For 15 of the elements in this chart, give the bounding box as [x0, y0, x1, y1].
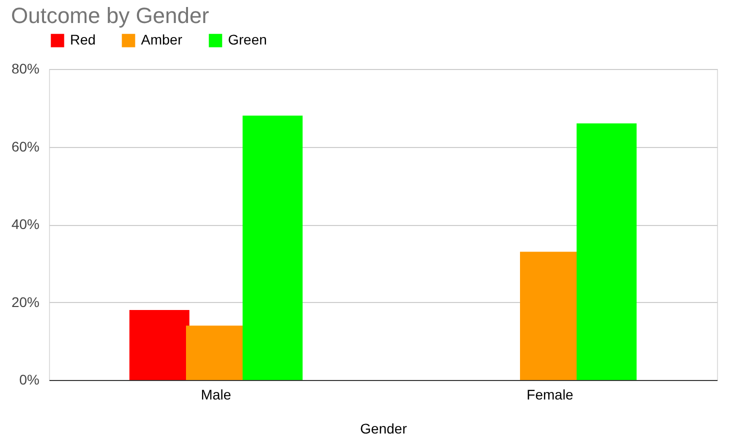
bar: [576, 123, 637, 380]
x-axis-title: Gender: [360, 420, 408, 436]
y-tick-label: 80%: [11, 60, 40, 76]
y-tick-label: 20%: [11, 294, 40, 310]
y-tick-label: 60%: [11, 138, 40, 154]
y-tick-label: 40%: [11, 216, 40, 232]
legend-label: Red: [70, 32, 96, 48]
bar: [129, 310, 190, 380]
x-tick-label: Male: [200, 386, 232, 402]
bar: [242, 116, 303, 380]
legend-label: Amber: [141, 32, 183, 48]
x-tick-label: Female: [526, 386, 574, 402]
chart-title: Outcome by Gender: [10, 3, 210, 28]
y-tick-label: 0%: [19, 372, 40, 388]
legend-label: Green: [228, 32, 267, 48]
